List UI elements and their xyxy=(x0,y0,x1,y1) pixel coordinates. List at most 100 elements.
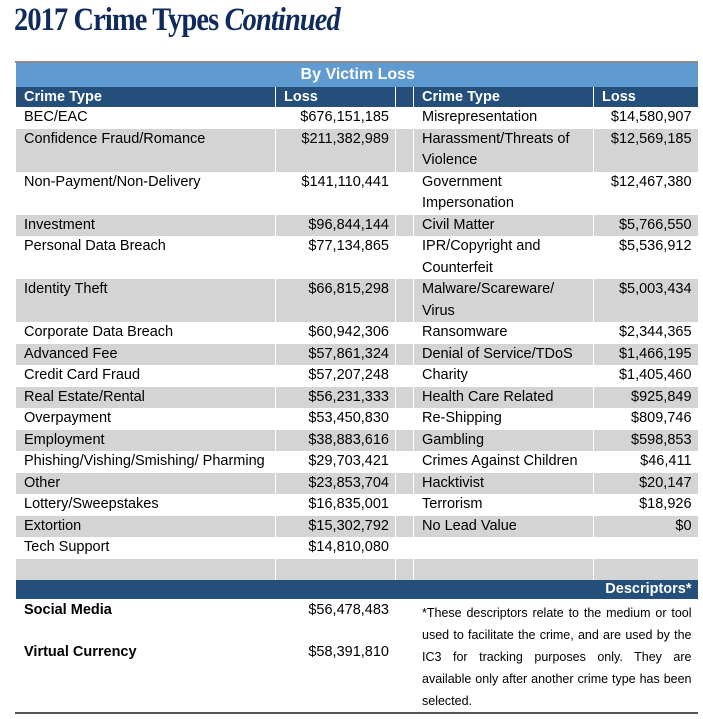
loss: $809,746 xyxy=(592,408,698,430)
column-header: Loss xyxy=(275,87,396,107)
loss: $56,231,333 xyxy=(275,386,396,408)
crime-type: Civil Matter xyxy=(413,214,594,236)
crime-type: Tech Support xyxy=(15,537,276,559)
crime-type: Personal Data Breach xyxy=(15,236,276,279)
table-row: Identity Theft $66,815,298 Malware/Scarewa… xyxy=(15,279,698,322)
loss: $211,382,989 xyxy=(275,128,396,172)
spacer xyxy=(395,128,414,172)
spacer xyxy=(395,107,414,129)
table-row: Personal Data Breach $77,134,865 IPR/Copyr… xyxy=(15,236,698,279)
crime-type: Credit Card Fraud xyxy=(15,365,276,387)
spacer xyxy=(395,279,414,322)
spacer xyxy=(395,408,414,430)
loss: $15,302,792 xyxy=(275,515,396,537)
crime-type: Overpayment xyxy=(15,408,276,430)
table-row: Confidence Fraud/Romance $211,382,989 Hara… xyxy=(15,128,698,172)
crime-type: Crimes Against Children xyxy=(413,451,594,473)
crime-type: Employment xyxy=(15,429,276,451)
crime-type: Real Estate/Rental xyxy=(15,386,276,408)
loss: $53,450,830 xyxy=(275,408,396,430)
spacer xyxy=(395,472,414,494)
loss: $23,853,704 xyxy=(275,472,396,494)
crime-type: Identity Theft xyxy=(15,279,276,322)
descriptors-header: Descriptors* xyxy=(14,580,698,599)
spacer xyxy=(395,429,414,451)
crime-type: BEC/EAC xyxy=(15,107,276,129)
descriptors-note: *These descriptors relate to the medium … xyxy=(412,599,698,713)
title-main: 2017 Crime Types xyxy=(14,2,219,38)
table-row: Employment $38,883,616 Gambling $598,853 xyxy=(15,429,698,451)
table-row: Non-Payment/Non-Delivery $141,110,441 Gove… xyxy=(15,171,698,215)
crime-type: Ransomware xyxy=(413,322,594,344)
loss: $0 xyxy=(592,515,698,537)
crime-type: Corporate Data Breach xyxy=(15,322,276,344)
empty-row xyxy=(15,558,698,580)
loss: $1,466,195 xyxy=(592,343,698,365)
crime-type: Re-Shipping xyxy=(413,408,594,430)
crime-type: Charity xyxy=(413,365,594,387)
spacer xyxy=(395,214,414,236)
loss: $12,569,185 xyxy=(592,128,698,172)
descriptor-loss: $58,391,810 xyxy=(275,641,396,713)
table-row: Credit Card Fraud $57,207,248 Charity $1,40… xyxy=(15,365,698,387)
table-row: Corporate Data Breach $60,942,306 Ransomwa… xyxy=(15,322,698,344)
spacer xyxy=(395,537,414,559)
crime-type: Lottery/Sweepstakes xyxy=(15,494,276,516)
crime-type: Harassment/Threats of Violence xyxy=(413,128,594,172)
descriptor-loss: $56,478,483 xyxy=(275,599,396,641)
crime-type: Confidence Fraud/Romance xyxy=(15,128,276,172)
crime-type: Malware/Scareware/ Virus xyxy=(413,279,594,322)
descriptor-row: Virtual Currency $58,391,810 xyxy=(15,641,698,713)
crime-type: Gambling xyxy=(413,429,594,451)
spacer xyxy=(395,236,414,279)
crime-type: Investment xyxy=(15,214,276,236)
spacer xyxy=(395,515,414,537)
spacer xyxy=(395,365,414,387)
crime-type: Government Impersonation xyxy=(413,171,594,215)
loss xyxy=(592,537,698,559)
loss: $5,766,550 xyxy=(592,214,698,236)
table-row: Phishing/Vishing/Smishing/ Pharming $29,7… xyxy=(15,451,698,473)
table-row: Extortion $15,302,792 No Lead Value $0 xyxy=(15,515,698,537)
loss: $598,853 xyxy=(592,429,698,451)
loss: $18,926 xyxy=(592,494,698,516)
spacer xyxy=(395,386,414,408)
table-row: Lottery/Sweepstakes $16,835,001 Terrorism $… xyxy=(15,494,698,516)
loss: $141,110,441 xyxy=(275,171,396,215)
loss: $2,344,365 xyxy=(592,322,698,344)
descriptor-name: Virtual Currency xyxy=(15,641,276,713)
crime-type: Denial of Service/TDoS xyxy=(413,343,594,365)
table-row: Tech Support $14,810,080 xyxy=(15,537,698,559)
loss: $77,134,865 xyxy=(275,236,396,279)
loss: $57,861,324 xyxy=(275,343,396,365)
loss: $60,942,306 xyxy=(275,322,396,344)
table-row: Overpayment $53,450,830 Re-Shipping $809,74… xyxy=(15,408,698,430)
loss: $14,580,907 xyxy=(592,107,698,129)
loss: $46,411 xyxy=(592,451,698,473)
loss: $20,147 xyxy=(592,472,698,494)
loss: $5,003,434 xyxy=(592,279,698,322)
loss: $676,151,185 xyxy=(275,107,396,129)
table-row: Other $23,853,704 Hacktivist $20,147 xyxy=(15,472,698,494)
crime-type: No Lead Value xyxy=(413,515,594,537)
spacer xyxy=(395,343,414,365)
loss: $14,810,080 xyxy=(275,537,396,559)
loss: $29,703,421 xyxy=(275,451,396,473)
spacer xyxy=(395,494,414,516)
loss: $925,849 xyxy=(592,386,698,408)
loss: $5,536,912 xyxy=(592,236,698,279)
loss: $38,883,616 xyxy=(275,429,396,451)
loss: $57,207,248 xyxy=(275,365,396,387)
column-header: Crime Type xyxy=(413,87,594,107)
crime-type: Health Care Related xyxy=(413,386,594,408)
page-title: 2017 Crime Types Continued xyxy=(14,2,341,39)
column-header: Crime Type xyxy=(15,87,276,107)
crime-type: Phishing/Vishing/Smishing/ Pharming xyxy=(15,451,276,473)
crime-type: Advanced Fee xyxy=(15,343,276,365)
table-row: Investment $96,844,144 Civil Matter $5,766,… xyxy=(15,214,698,236)
title-italic: Continued xyxy=(224,2,341,38)
spacer xyxy=(395,322,414,344)
crime-type: IPR/Copyright and Counterfeit xyxy=(413,236,594,279)
crime-type: Non-Payment/Non-Delivery xyxy=(15,171,276,215)
loss: $16,835,001 xyxy=(275,494,396,516)
